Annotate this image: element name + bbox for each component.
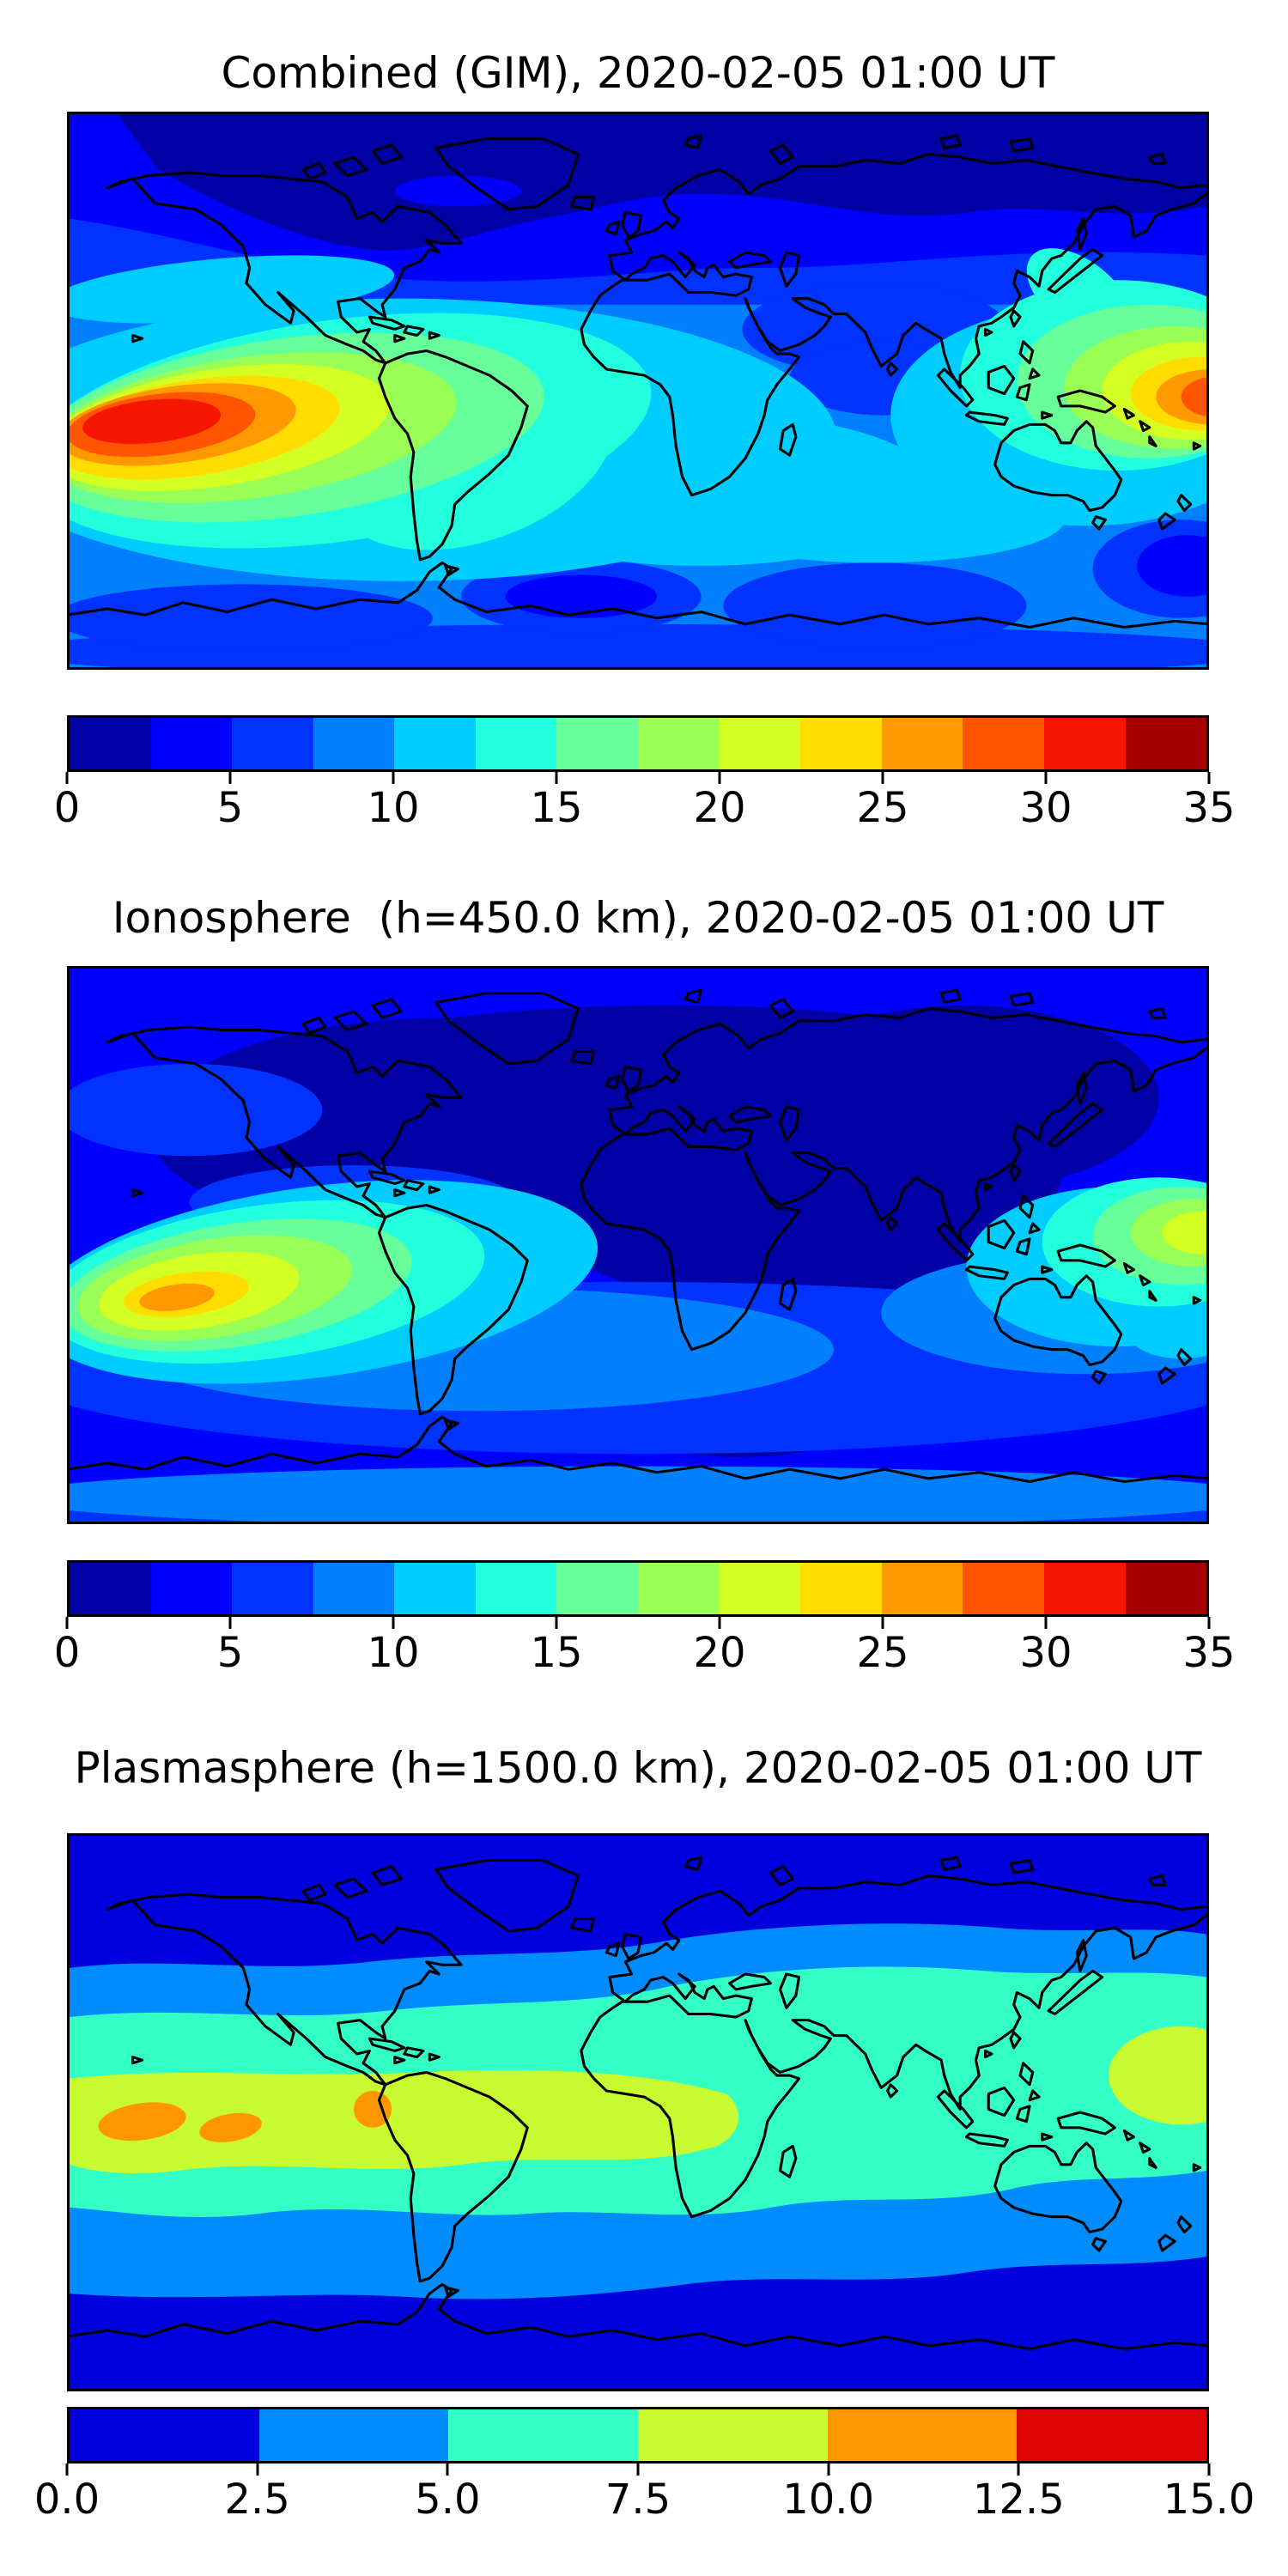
contour-map-plasmasphere [70, 1836, 1206, 2389]
colorbar-segment [1017, 2409, 1207, 2461]
colorbar-tick [718, 1617, 721, 1629]
colorbar-segment [258, 2409, 449, 2461]
colorbar-segment [232, 1563, 313, 1614]
colorbar-segment [719, 1563, 801, 1614]
panel-2-colorbar-ticks [65, 1617, 1211, 1629]
colorbar-segment [719, 718, 801, 769]
colorbar-tick-label: 35 [1182, 1629, 1236, 1677]
colorbar-segment [800, 1563, 882, 1614]
colorbar-tick-label: 10 [367, 784, 420, 832]
colorbar-segment [963, 1563, 1044, 1614]
colorbar-tick-label: 25 [856, 784, 909, 832]
colorbar-tick-label: 20 [693, 784, 746, 832]
colorbar-segment [394, 718, 476, 769]
colorbar-tick-label: 7.5 [605, 2476, 671, 2524]
colorbar-tick-label: 5 [216, 1629, 244, 1677]
colorbar-segment [963, 718, 1044, 769]
colorbar-segment [638, 1563, 720, 1614]
contour-map-combined-gim [70, 114, 1206, 667]
colorbar-tick [881, 1617, 884, 1629]
colorbar-tick [65, 772, 69, 784]
colorbar-segment [70, 718, 151, 769]
colorbar-tick-label: 5 [216, 784, 244, 832]
panel-3-colorbar-labels: 0.0 2.5 5.0 7.5 10.0 12.5 15.0 [34, 2476, 1255, 2529]
colorbar-tick [636, 2464, 640, 2476]
colorbar-tick-label: 15 [530, 784, 583, 832]
colorbar-tick [1207, 1617, 1211, 1629]
colorbar-segment [70, 1563, 151, 1614]
colorbar-tick [555, 772, 558, 784]
colorbar-tick-label: 20 [693, 1629, 746, 1677]
colorbar-segment [150, 718, 233, 769]
colorbar-tick [392, 772, 395, 784]
colorbar-tick [392, 1617, 395, 1629]
colorbar-segment [313, 1563, 395, 1614]
colorbar-segment [881, 718, 963, 769]
colorbar-tick [827, 2464, 830, 2476]
colorbar-tick-label: 15.0 [1163, 2476, 1255, 2524]
colorbar-segment [800, 718, 882, 769]
colorbar-segment [1125, 1563, 1207, 1614]
colorbar-segment [150, 1563, 233, 1614]
colorbar-tick-label: 2.5 [224, 2476, 290, 2524]
colorbar-segment [394, 1563, 476, 1614]
colorbar-segment [827, 2409, 1018, 2461]
colorbar-tick-label: 12.5 [972, 2476, 1065, 2524]
panel-1-colorbar-ticks [65, 772, 1211, 784]
colorbar-segment [556, 1563, 639, 1614]
colorbar-segment [638, 2409, 828, 2461]
colorbar-tick-label: 0.0 [33, 2476, 100, 2524]
colorbar-tick-label: 30 [1019, 1629, 1072, 1677]
colorbar-tick [65, 1617, 69, 1629]
colorbar-tick-label: 10.0 [782, 2476, 875, 2524]
colorbar-tick [228, 1617, 232, 1629]
colorbar-tick [1207, 2464, 1211, 2476]
panel-2-map [67, 966, 1209, 1524]
colorbar-segment [638, 718, 720, 769]
panel-1-title: Combined (GIM), 2020-02-05 01:00 UT [221, 48, 1055, 98]
colorbar-tick-label: 5.0 [415, 2476, 481, 2524]
colorbar-tick-label: 0 [53, 1629, 81, 1677]
colorbar-tick-label: 30 [1019, 784, 1072, 832]
colorbar-segment [475, 1563, 557, 1614]
colorbar-tick [1017, 2464, 1020, 2476]
colorbar-tick-label: 35 [1182, 784, 1236, 832]
colorbar-tick [256, 2464, 259, 2476]
colorbar-tick-label: 15 [530, 1629, 583, 1677]
colorbar-segment [70, 2409, 259, 2461]
colorbar-tick [228, 772, 232, 784]
colorbar-segment [475, 718, 557, 769]
colorbar-segment [313, 718, 395, 769]
panel-3-colorbar-ticks [65, 2464, 1211, 2476]
contour-map-ionosphere [70, 969, 1206, 1522]
panel-1-colorbar [67, 715, 1209, 772]
panel-2-colorbar-labels: 0 5 10 15 20 25 30 35 [54, 1629, 1236, 1682]
colorbar-segment [881, 1563, 963, 1614]
colorbar-tick [65, 2464, 69, 2476]
colorbar-segment [556, 718, 639, 769]
panel-3-colorbar [67, 2407, 1209, 2464]
colorbar-segment [1125, 718, 1207, 769]
colorbar-tick-label: 25 [856, 1629, 909, 1677]
colorbar-segment [232, 718, 313, 769]
panel-3-map [67, 1833, 1209, 2391]
colorbar-tick [718, 772, 721, 784]
colorbar-tick [1207, 772, 1211, 784]
colorbar-tick [881, 772, 884, 784]
panel-1-colorbar-labels: 0 5 10 15 20 25 30 35 [54, 784, 1236, 837]
colorbar-tick [555, 1617, 558, 1629]
panel-2-title: Ionosphere (h=450.0 km), 2020-02-05 01:0… [112, 893, 1164, 943]
colorbar-segment [1043, 1563, 1126, 1614]
colorbar-tick [1044, 772, 1048, 784]
colorbar-tick-label: 0 [53, 784, 81, 832]
panel-3-title: Plasmasphere (h=1500.0 km), 2020-02-05 0… [74, 1743, 1202, 1793]
panel-2-colorbar [67, 1560, 1209, 1617]
panel-1-map [67, 112, 1209, 670]
colorbar-tick-label: 10 [367, 1629, 420, 1677]
colorbar-segment [1043, 718, 1126, 769]
colorbar-tick [446, 2464, 449, 2476]
colorbar-segment [448, 2409, 639, 2461]
colorbar-tick [1044, 1617, 1048, 1629]
